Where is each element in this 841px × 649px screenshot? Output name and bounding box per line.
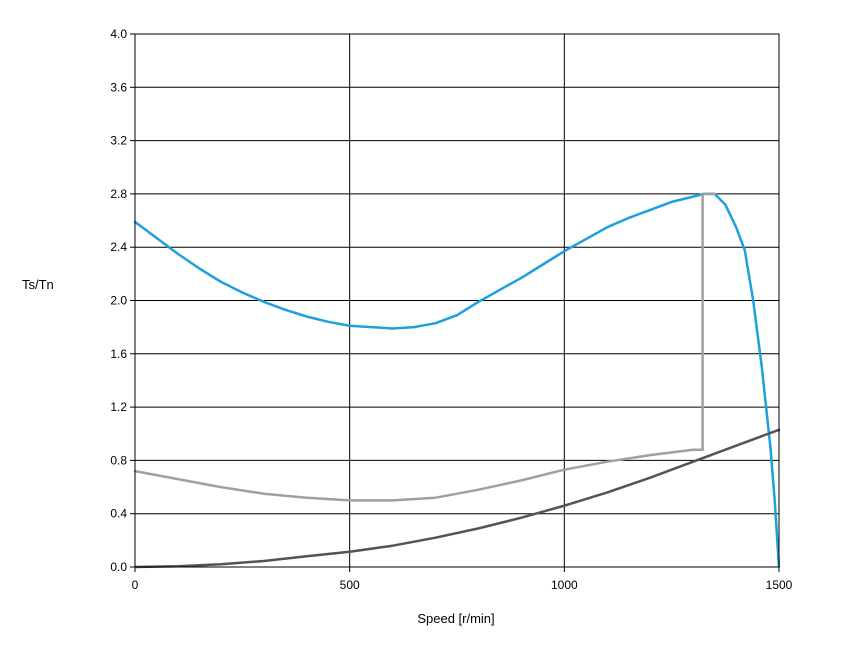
x-tick-label: 1000 (551, 578, 578, 592)
series-line-1 (133, 192, 781, 569)
series-layer (133, 192, 781, 569)
y-tick-label: 1.2 (110, 400, 127, 414)
x-axis-title: Speed [r/min] (417, 611, 494, 626)
y-tick-labels: 0.0 0.4 0.8 1.2 1.6 2.0 2.4 2.8 3.2 3.6 4.0 (110, 27, 127, 574)
series-line-3 (133, 428, 781, 569)
y-tick-label: 3.6 (110, 80, 127, 94)
y-tick-label: 2.4 (110, 240, 127, 254)
grid-lines (130, 33, 780, 572)
y-tick-label: 0.4 (110, 507, 127, 521)
y-tick-label: 0.8 (110, 453, 127, 467)
x-tick-label: 1500 (766, 578, 793, 592)
x-tick-labels: 0 500 1000 1500 (132, 578, 793, 592)
y-tick-label: 1.6 (110, 347, 127, 361)
plot-frame (134, 33, 780, 568)
series-line-2 (133, 192, 716, 502)
y-tick-label: 3.2 (110, 134, 127, 148)
y-tick-label: 2.0 (110, 294, 127, 308)
y-tick-label: 0.0 (110, 560, 127, 574)
y-tick-label: 2.8 (110, 187, 127, 201)
x-tick-label: 500 (340, 578, 360, 592)
x-tick-label: 0 (132, 578, 139, 592)
y-tick-label: 4.0 (110, 27, 127, 41)
y-axis-title: Ts/Tn (22, 277, 54, 292)
